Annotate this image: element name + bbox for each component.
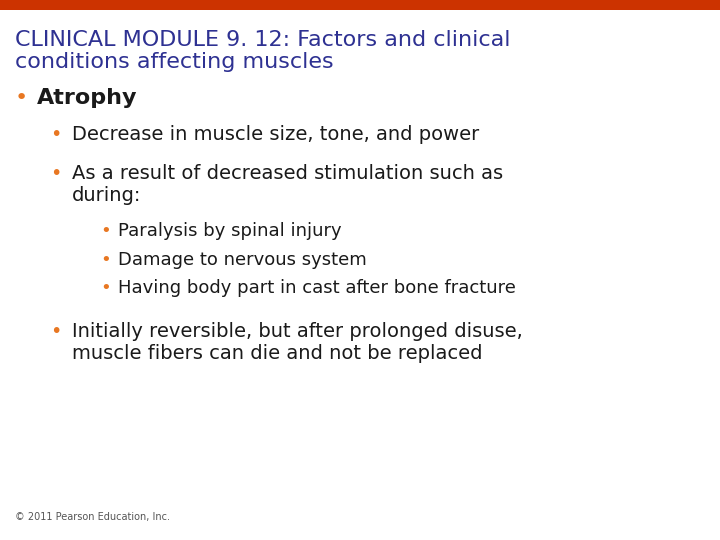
Text: •: • [50, 125, 61, 144]
Text: Atrophy: Atrophy [37, 88, 138, 108]
Text: conditions affecting muscles: conditions affecting muscles [15, 52, 333, 72]
Text: Having body part in cast after bone fracture: Having body part in cast after bone frac… [118, 279, 516, 297]
Text: •: • [15, 88, 28, 108]
Text: •: • [100, 279, 111, 297]
Text: CLINICAL MODULE 9. 12: Factors and clinical: CLINICAL MODULE 9. 12: Factors and clini… [15, 30, 510, 50]
Text: Damage to nervous system: Damage to nervous system [118, 251, 366, 269]
Text: •: • [50, 164, 61, 183]
Bar [0, 0, 720, 10]
Text: As a result of decreased stimulation such as
during:: As a result of decreased stimulation suc… [72, 164, 503, 205]
Text: Initially reversible, but after prolonged disuse,
muscle fibers can die and not : Initially reversible, but after prolonge… [72, 322, 523, 363]
Text: Decrease in muscle size, tone, and power: Decrease in muscle size, tone, and power [72, 125, 480, 144]
Text: •: • [100, 222, 111, 240]
Text: © 2011 Pearson Education, Inc.: © 2011 Pearson Education, Inc. [15, 512, 170, 522]
Text: Paralysis by spinal injury: Paralysis by spinal injury [118, 222, 341, 240]
Text: •: • [100, 251, 111, 269]
Text: •: • [50, 322, 61, 341]
